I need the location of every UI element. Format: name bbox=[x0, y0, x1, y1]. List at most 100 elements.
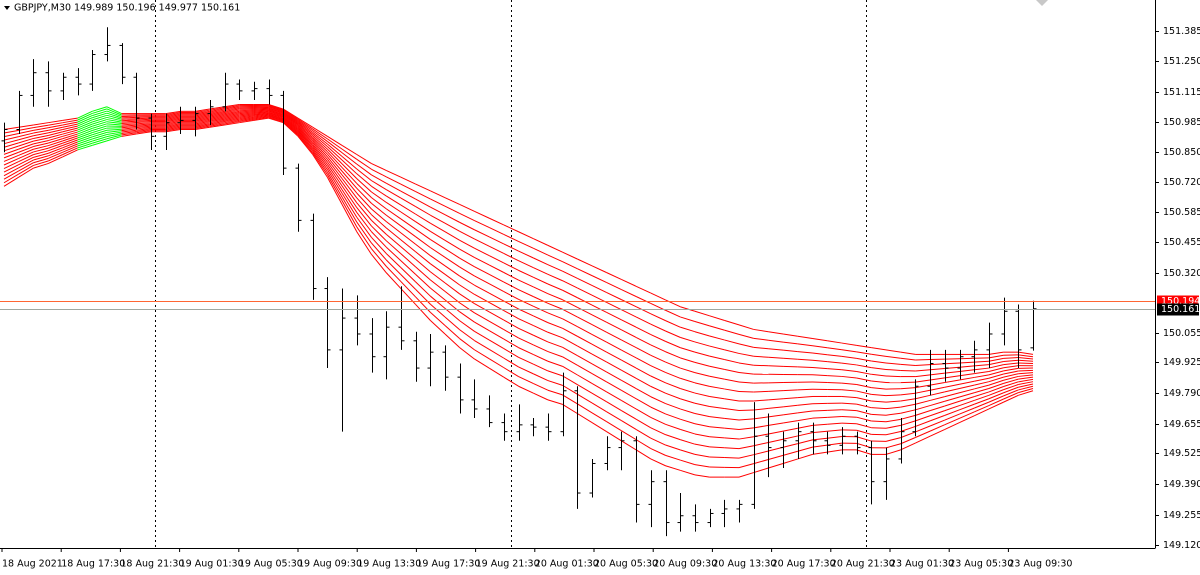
ribbon-line bbox=[547, 273, 563, 282]
ribbon-line bbox=[929, 400, 945, 407]
ribbon-line bbox=[18, 129, 34, 134]
ribbon-line bbox=[77, 123, 93, 131]
ribbon-line bbox=[680, 357, 696, 363]
ribbon-line bbox=[680, 398, 696, 404]
ribbon-line bbox=[121, 122, 137, 125]
ribbon-line bbox=[356, 173, 372, 187]
ribbon-line bbox=[650, 354, 666, 363]
ribbon-line bbox=[430, 214, 446, 224]
ribbon-line bbox=[812, 416, 828, 419]
ribbon-line bbox=[827, 375, 842, 377]
ribbon-line bbox=[768, 348, 784, 351]
ribbon-line bbox=[797, 395, 813, 399]
ribbon-line bbox=[532, 286, 549, 295]
ribbon-line bbox=[518, 308, 534, 317]
ribbon-line bbox=[268, 112, 284, 119]
ribbon-edge bbox=[812, 338, 828, 342]
ribbon-line bbox=[209, 115, 225, 119]
ribbon-line bbox=[753, 407, 769, 411]
ribbon-line bbox=[900, 381, 916, 384]
ribbon-line bbox=[782, 435, 798, 440]
ribbon-line bbox=[900, 387, 916, 390]
ribbon-line bbox=[195, 119, 210, 124]
ribbon-line bbox=[812, 359, 828, 363]
ribbon-line bbox=[239, 113, 254, 117]
ribbon-line bbox=[253, 115, 269, 118]
ribbon-line bbox=[209, 111, 225, 116]
ribbon-line bbox=[62, 135, 78, 142]
ribbon-line bbox=[665, 423, 681, 430]
ribbon-edge bbox=[827, 340, 842, 344]
ribbon-edge bbox=[768, 331, 784, 335]
ribbon-line bbox=[326, 166, 343, 190]
ribbon-line bbox=[753, 450, 769, 456]
ribbon-edge bbox=[503, 224, 519, 233]
ribbon-line bbox=[532, 315, 549, 324]
ribbon-edge bbox=[297, 117, 313, 128]
ribbon-line bbox=[547, 254, 563, 263]
ribbon-line bbox=[518, 279, 534, 288]
ribbon-edge bbox=[326, 176, 343, 205]
ribbon-line bbox=[253, 115, 269, 119]
ribbon-line bbox=[195, 111, 210, 116]
ribbon-line bbox=[812, 437, 828, 441]
ribbon-line bbox=[944, 405, 960, 412]
ribbon-line bbox=[474, 340, 490, 350]
ribbon-line bbox=[709, 335, 725, 341]
ribbon-line bbox=[827, 354, 842, 357]
ribbon-edge bbox=[900, 442, 916, 451]
ribbon-line bbox=[694, 341, 710, 347]
ribbon-edge bbox=[297, 136, 314, 155]
ribbon-edge bbox=[444, 333, 461, 348]
ribbon-line bbox=[988, 373, 1004, 379]
ribbon-line bbox=[974, 381, 990, 386]
ribbon-line bbox=[268, 109, 284, 115]
ribbon-edge bbox=[282, 122, 299, 137]
ribbon-line bbox=[312, 131, 328, 145]
ribbon-line bbox=[47, 131, 63, 136]
ribbon-line bbox=[562, 346, 578, 357]
ribbon-line bbox=[18, 162, 34, 172]
ribbon-line bbox=[518, 269, 534, 278]
ribbon-line bbox=[503, 329, 519, 339]
ribbon-line bbox=[327, 153, 343, 172]
ribbon-line bbox=[488, 227, 505, 235]
ribbon-line bbox=[635, 367, 652, 377]
ribbon-line bbox=[591, 324, 607, 333]
ribbon-line bbox=[33, 132, 49, 137]
ribbon-line bbox=[356, 183, 372, 199]
ribbon-line bbox=[444, 248, 460, 259]
ribbon-line bbox=[841, 375, 857, 379]
ribbon-line bbox=[1018, 388, 1034, 394]
ribbon-line bbox=[503, 319, 519, 329]
ribbon-line bbox=[841, 402, 857, 405]
ribbon-line bbox=[724, 437, 740, 440]
ribbon-line bbox=[312, 133, 328, 147]
ribbon-line bbox=[356, 178, 372, 193]
ribbon-line bbox=[121, 129, 137, 133]
ribbon-line bbox=[900, 363, 916, 367]
ribbon-line bbox=[621, 289, 637, 297]
ribbon-edge bbox=[518, 385, 534, 394]
ribbon-line bbox=[430, 247, 446, 258]
ribbon-line bbox=[885, 400, 901, 403]
ribbon-line bbox=[621, 309, 637, 318]
ribbon-line bbox=[429, 287, 446, 301]
ribbon-edge bbox=[429, 319, 446, 335]
ribbon-line bbox=[591, 314, 607, 323]
ribbon-line bbox=[635, 316, 652, 325]
ribbon-line bbox=[47, 144, 63, 152]
ribbon-line bbox=[885, 368, 901, 371]
y-tick-label: 149.790 bbox=[1163, 388, 1200, 399]
ribbon-line bbox=[209, 123, 225, 127]
ribbon-edge bbox=[268, 117, 284, 124]
ribbon-line bbox=[988, 392, 1004, 400]
ribbon-edge bbox=[283, 108, 299, 119]
ribbon-line bbox=[283, 111, 299, 122]
ribbon-line bbox=[518, 356, 534, 365]
ribbon-line bbox=[709, 406, 725, 410]
ribbon-line bbox=[621, 349, 637, 359]
ribbon-line bbox=[33, 145, 49, 150]
ribbon-line bbox=[33, 157, 49, 164]
